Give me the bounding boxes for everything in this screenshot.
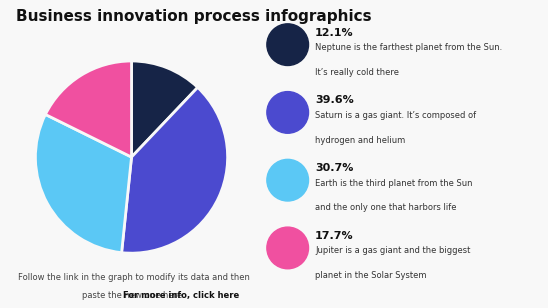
Text: It’s really cold there: It’s really cold there	[315, 68, 399, 77]
Wedge shape	[45, 61, 132, 157]
Text: hydrogen and helium: hydrogen and helium	[315, 136, 406, 144]
Text: Follow the link in the graph to modify its data and then: Follow the link in the graph to modify i…	[18, 273, 250, 282]
Text: Business innovation process infographics: Business innovation process infographics	[16, 9, 372, 24]
Text: planet in the Solar System: planet in the Solar System	[315, 271, 426, 280]
Text: and the only one that harbors life: and the only one that harbors life	[315, 203, 456, 212]
Text: Saturn is a gas giant. It’s composed of: Saturn is a gas giant. It’s composed of	[315, 111, 476, 120]
Text: Earth is the third planet from the Sun: Earth is the third planet from the Sun	[315, 179, 472, 188]
Wedge shape	[122, 87, 227, 253]
Text: Neptune is the farthest planet from the Sun.: Neptune is the farthest planet from the …	[315, 43, 503, 52]
Text: Jupiter is a gas giant and the biggest: Jupiter is a gas giant and the biggest	[315, 246, 471, 255]
Wedge shape	[36, 115, 132, 253]
Text: 17.7%: 17.7%	[315, 231, 353, 241]
Wedge shape	[132, 61, 198, 157]
Text: For more info, click here: For more info, click here	[123, 291, 239, 300]
Text: 30.7%: 30.7%	[315, 163, 353, 173]
Text: 12.1%: 12.1%	[315, 28, 353, 38]
Text: 39.6%: 39.6%	[315, 95, 354, 105]
Text: paste the new one here.: paste the new one here.	[82, 291, 187, 300]
